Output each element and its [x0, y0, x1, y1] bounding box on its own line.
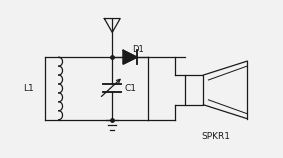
Text: L1: L1 — [23, 84, 34, 93]
Text: C1: C1 — [124, 84, 136, 93]
Polygon shape — [123, 50, 137, 64]
Bar — [185, 75, 203, 105]
Text: D1: D1 — [132, 45, 144, 54]
Text: SPKR1: SPKR1 — [201, 131, 230, 140]
